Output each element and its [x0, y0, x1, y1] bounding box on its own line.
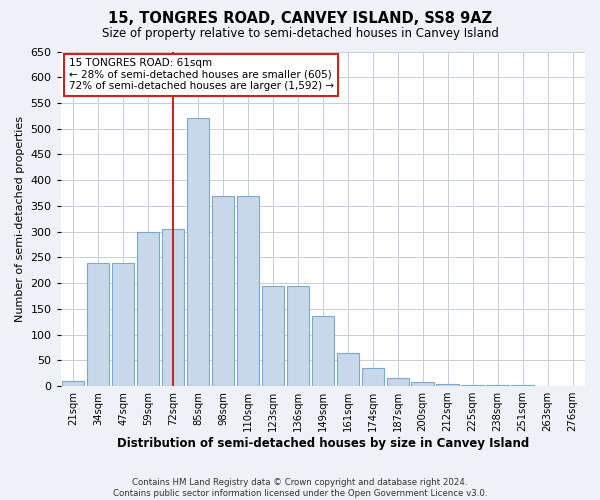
Bar [212, 196, 234, 386]
Bar [461, 384, 484, 386]
Bar [162, 229, 184, 386]
Text: Contains HM Land Registry data © Crown copyright and database right 2024.
Contai: Contains HM Land Registry data © Crown c… [113, 478, 487, 498]
Bar [237, 196, 259, 386]
Text: Size of property relative to semi-detached houses in Canvey Island: Size of property relative to semi-detach… [101, 28, 499, 40]
Text: 15 TONGRES ROAD: 61sqm
← 28% of semi-detached houses are smaller (605)
72% of se: 15 TONGRES ROAD: 61sqm ← 28% of semi-det… [68, 58, 334, 92]
Bar [287, 286, 309, 386]
Bar [187, 118, 209, 386]
Bar [386, 378, 409, 386]
Bar [262, 286, 284, 386]
Bar [337, 352, 359, 386]
Bar [412, 382, 434, 386]
Bar [112, 262, 134, 386]
Bar [311, 316, 334, 386]
Y-axis label: Number of semi-detached properties: Number of semi-detached properties [15, 116, 25, 322]
X-axis label: Distribution of semi-detached houses by size in Canvey Island: Distribution of semi-detached houses by … [117, 437, 529, 450]
Bar [487, 384, 509, 386]
Bar [511, 385, 534, 386]
Bar [362, 368, 384, 386]
Text: 15, TONGRES ROAD, CANVEY ISLAND, SS8 9AZ: 15, TONGRES ROAD, CANVEY ISLAND, SS8 9AZ [108, 11, 492, 26]
Bar [87, 262, 109, 386]
Bar [436, 384, 459, 386]
Bar [62, 381, 85, 386]
Bar [137, 232, 160, 386]
